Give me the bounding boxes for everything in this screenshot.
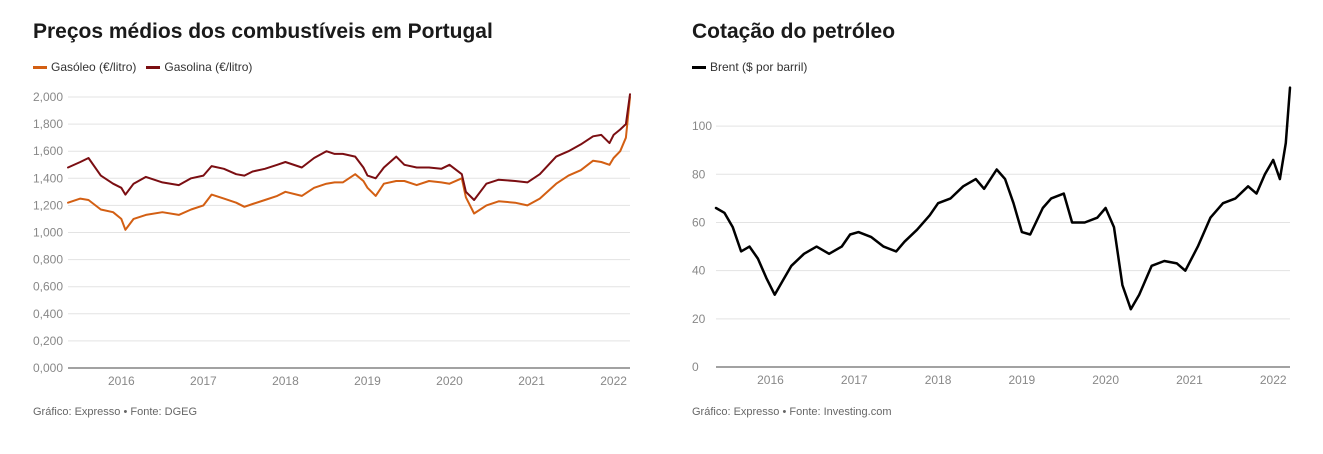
y-tick-label: 2,000 [33, 90, 63, 104]
legend-swatch-brent [692, 65, 706, 69]
y-tick-label: 0 [692, 360, 699, 374]
y-tick-label: 0,600 [33, 280, 63, 294]
x-tick-label: 2019 [354, 374, 381, 388]
legend-label: Gasolina (€/litro) [164, 60, 253, 74]
chart-title: Cotação do petróleo [692, 20, 896, 43]
x-tick-label: 2021 [1176, 373, 1203, 387]
y-tick-label: 0,800 [33, 253, 63, 267]
x-tick-label: 2019 [1009, 373, 1036, 387]
fuel-prices-chart: 0,000 0,200 0,400 0,600 0,800 1,000 1,200 1,400… [33, 90, 631, 388]
y-tick-label: 40 [692, 264, 706, 278]
x-tick-label: 2020 [436, 374, 463, 388]
y-tick-label: 80 [692, 167, 706, 181]
oil-price-panel: Cotação do petróleo Brent ($ por barril)… [660, 0, 1323, 454]
legend-label: Gasóleo (€/litro) [51, 60, 137, 74]
x-tick-label: 2018 [925, 373, 952, 387]
y-tick-label: 1,000 [33, 226, 63, 240]
x-tick-label: 2018 [272, 374, 299, 388]
x-tick-label: 2017 [190, 374, 217, 388]
series-line-gasóleo [67, 96, 631, 231]
y-tick-label: 20 [692, 312, 706, 326]
legend-item-brent: Brent ($ por barril) [692, 60, 807, 74]
legend-item-gasolina: Gasolina (€/litro) [146, 60, 252, 74]
y-tick-label: 60 [692, 215, 706, 229]
chart-title: Preços médios dos combustíveis em Portug… [33, 20, 493, 43]
chart-source: Gráfico: Expresso • Fonte: Investing.com [692, 406, 892, 418]
legend-swatch-gasoleo [33, 65, 47, 69]
legend-swatch-gasolina [146, 65, 161, 69]
series-line-brent [714, 86, 1292, 311]
x-tick-label: 2016 [757, 373, 784, 387]
chart-legend: Brent ($ por barril) [692, 60, 817, 74]
x-tick-label: 2020 [1092, 373, 1119, 387]
x-tick-label: 2022 [1260, 373, 1287, 387]
chart-legend: Gasóleo (€/litro) Gasolina (€/litro) [33, 60, 262, 74]
y-tick-label: 1,200 [33, 198, 63, 212]
x-tick-label: 2022 [600, 374, 627, 388]
x-tick-label: 2017 [841, 373, 868, 387]
y-tick-label: 0,200 [33, 334, 63, 348]
chart-source: Gráfico: Expresso • Fonte: DGEG [33, 406, 198, 418]
legend-label: Brent ($ por barril) [710, 60, 808, 74]
y-tick-label: 100 [692, 119, 712, 133]
y-tick-label: 0,400 [33, 307, 63, 321]
oil-price-chart: 0 20 40 60 80 100 2016 2017 2018 2019 2020 2021 2022 [692, 86, 1292, 387]
y-tick-label: 1,400 [33, 171, 63, 185]
y-tick-label: 1,600 [33, 144, 63, 158]
x-tick-label: 2016 [108, 374, 135, 388]
fuel-prices-panel: Preços médios dos combustíveis em Portug… [0, 0, 660, 454]
legend-item-gasoleo: Gasóleo (€/litro) [33, 60, 136, 74]
series-line-gasolina [67, 93, 631, 201]
y-tick-label: 0,000 [33, 361, 63, 375]
y-tick-label: 1,800 [33, 117, 63, 131]
x-tick-label: 2021 [518, 374, 545, 388]
